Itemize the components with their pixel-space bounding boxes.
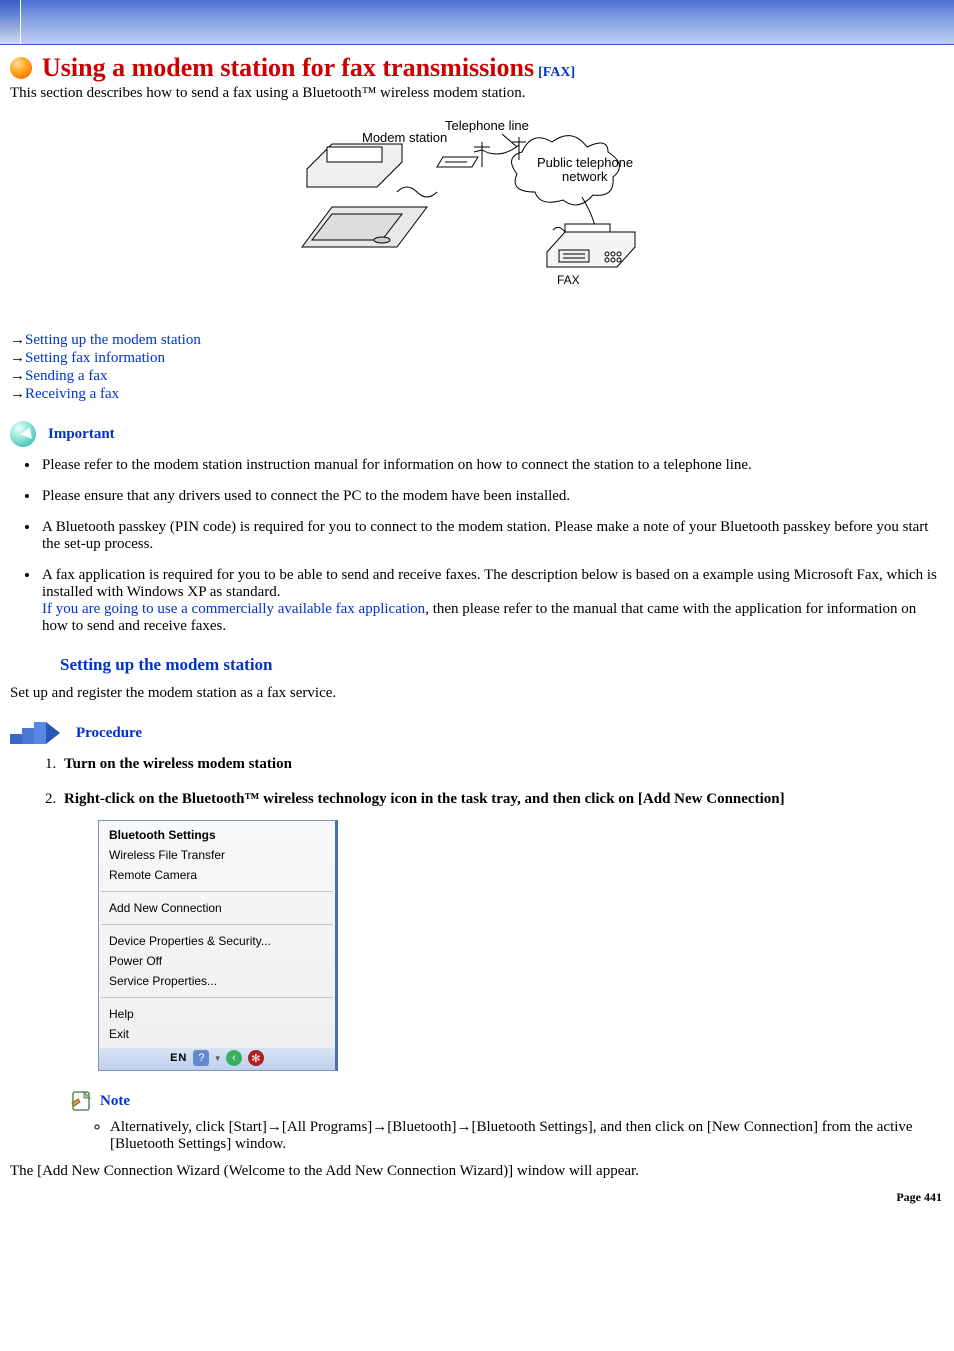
important-header: Important xyxy=(10,421,954,447)
link-receive-fax[interactable]: Receiving a fax xyxy=(25,386,119,402)
important-item: A fax application is required for you to… xyxy=(40,567,944,635)
important-list: Please refer to the modem station instru… xyxy=(40,457,944,635)
diagram: Public telephone network Telephone line … xyxy=(0,112,954,312)
section-intro: Set up and register the modem station as… xyxy=(10,685,944,702)
menu-item: Help xyxy=(99,1004,335,1024)
note-list: Alternatively, click [Start]→[All Progra… xyxy=(110,1119,944,1153)
context-menu-screenshot: Bluetooth Settings Wireless File Transfe… xyxy=(98,820,338,1071)
anchor-links: →Setting up the modem station →Setting f… xyxy=(10,332,944,403)
menu-item: Power Off xyxy=(99,951,335,971)
important-item: Please refer to the modem station instru… xyxy=(40,457,944,474)
menu-item: Add New Connection xyxy=(99,898,335,918)
link-setup-modem[interactable]: Setting up the modem station xyxy=(25,332,201,348)
diagram-svg: Public telephone network Telephone line … xyxy=(267,112,687,312)
section-heading: Setting up the modem station xyxy=(60,655,954,675)
tray-lang: EN xyxy=(170,1052,187,1064)
step-item: Turn on the wireless modem station xyxy=(60,756,954,773)
menu-item: Wireless File Transfer xyxy=(99,845,335,865)
procedure-header: Procedure xyxy=(10,722,954,744)
intro-text: This section describes how to send a fax… xyxy=(10,85,944,102)
fax-tag: [FAX] xyxy=(538,65,575,81)
menu-item: Exit xyxy=(99,1024,335,1044)
keyboard-icon: ? xyxy=(193,1050,209,1066)
procedure-steps: Turn on the wireless modem station Right… xyxy=(60,756,954,1071)
tray-arrow-icon: ▾ xyxy=(215,1053,220,1064)
note-item: Alternatively, click [Start]→[All Progra… xyxy=(110,1119,944,1153)
tray-status-icon: ‹ xyxy=(226,1050,242,1066)
link-fax-info[interactable]: Setting fax information xyxy=(25,350,165,366)
diagram-label-fax: FAX xyxy=(557,273,580,287)
menu-item: Device Properties & Security... xyxy=(99,931,335,951)
step-item: Right-click on the Bluetooth™ wireless t… xyxy=(60,791,954,1071)
top-banner xyxy=(0,0,954,45)
procedure-label: Procedure xyxy=(76,725,142,742)
link-commercial-app[interactable]: If you are going to use a commercially a… xyxy=(42,601,425,617)
page-title: Using a modem station for fax transmissi… xyxy=(42,53,534,83)
bluetooth-tray-icon: ✻ xyxy=(248,1050,264,1066)
menu-title: Bluetooth Settings xyxy=(99,825,335,845)
link-send-fax[interactable]: Sending a fax xyxy=(25,368,107,384)
closing-text: The [Add New Connection Wizard (Welcome … xyxy=(10,1163,944,1180)
menu-item: Service Properties... xyxy=(99,971,335,991)
steps-icon xyxy=(10,722,60,744)
menu-item: Remote Camera xyxy=(99,865,335,885)
system-tray: EN ? ▾ ‹ ✻ xyxy=(99,1048,335,1070)
important-icon xyxy=(10,421,36,447)
important-item: Please ensure that any drivers used to c… xyxy=(40,488,944,505)
note-label: Note xyxy=(100,1093,130,1110)
note-header: Note xyxy=(70,1089,954,1113)
note-icon xyxy=(70,1089,94,1113)
page-number: Page 441 xyxy=(0,1190,942,1205)
diagram-label-tel-line: Telephone line xyxy=(445,118,529,133)
diagram-label-network: Public telephone network xyxy=(537,155,637,184)
title-row: Using a modem station for fax transmissi… xyxy=(10,53,954,83)
important-item: A Bluetooth passkey (PIN code) is requir… xyxy=(40,519,944,553)
important-label: Important xyxy=(48,426,115,443)
bullet-icon xyxy=(10,57,32,79)
diagram-label-modem: Modem station xyxy=(362,130,447,145)
